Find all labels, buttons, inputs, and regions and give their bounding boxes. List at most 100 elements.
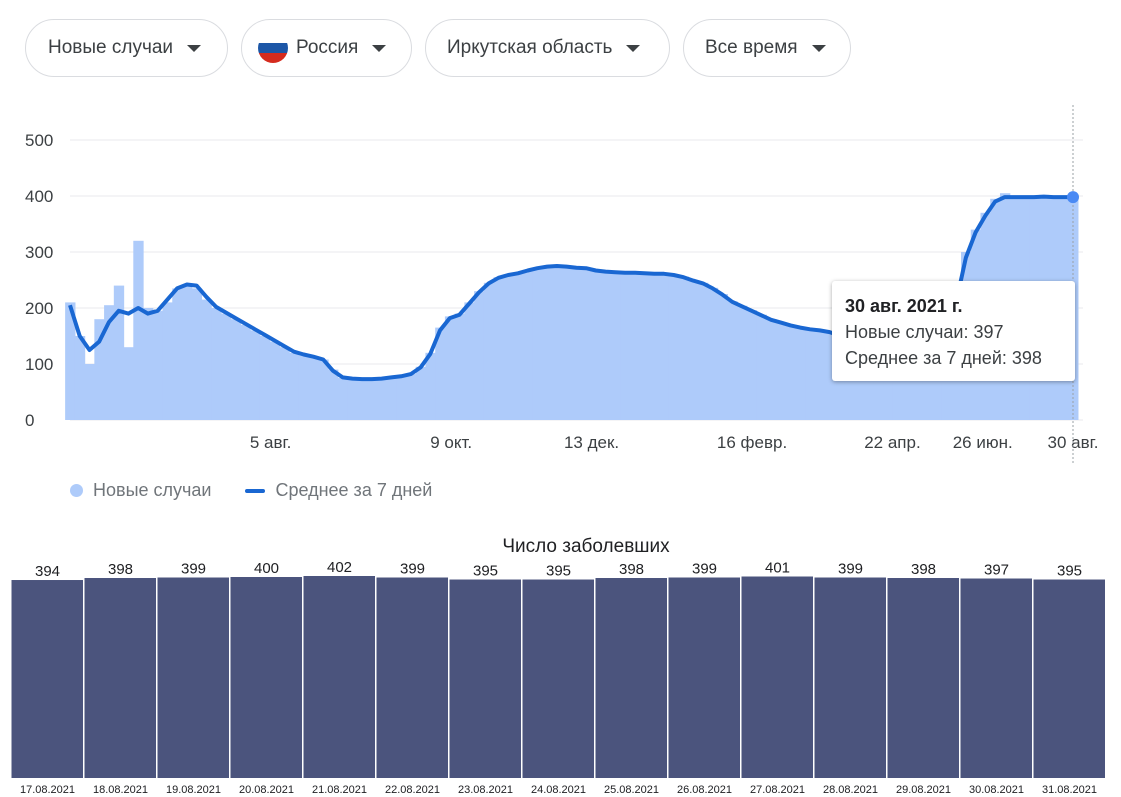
- day-bar: [960, 578, 1032, 778]
- cases-bar: [503, 274, 514, 420]
- legend-avg-line-icon: [245, 488, 266, 493]
- cases-bar: [571, 267, 582, 420]
- cases-bar: [454, 313, 465, 420]
- region-dropdown[interactable]: Иркутская область: [425, 19, 670, 77]
- country-dropdown[interactable]: Россия: [241, 19, 412, 77]
- y-tick-label: 500: [25, 131, 53, 150]
- cases-bar: [318, 359, 329, 420]
- bar-value-label: 398: [619, 561, 644, 578]
- metric-dropdown[interactable]: Новые случаи: [25, 19, 228, 77]
- period-dropdown-label: Все время: [705, 37, 798, 58]
- cases-bar: [892, 358, 904, 420]
- cases-bar: [328, 369, 339, 420]
- cases-bar: [668, 274, 680, 420]
- cases-bar: [337, 378, 349, 420]
- day-bar: [887, 578, 959, 778]
- cases-bar: [581, 267, 592, 420]
- cases-bar: [435, 327, 446, 420]
- cases-bar: [678, 276, 689, 420]
- cases-bar: [639, 272, 651, 420]
- bar-value-label: 395: [473, 563, 498, 580]
- cases-bar: [94, 319, 105, 420]
- bar-value-label: 399: [838, 561, 863, 578]
- cases-bar: [220, 313, 232, 420]
- cases-bar: [552, 265, 563, 420]
- cases-bar: [561, 266, 573, 420]
- cases-bar: [698, 282, 709, 420]
- day-bar: [11, 580, 83, 778]
- cases-bar: [65, 302, 76, 420]
- period-dropdown[interactable]: Все время: [683, 19, 851, 77]
- cases-bar: [211, 308, 222, 420]
- cases-bar: [181, 285, 193, 420]
- day-bar: [84, 578, 156, 778]
- cases-bar: [123, 347, 134, 420]
- cases-bar: [931, 364, 943, 420]
- bar-date-label: 24.08.2021: [531, 784, 586, 796]
- cases-bar: [542, 266, 553, 420]
- metric-dropdown-label: Новые случаи: [48, 37, 174, 58]
- country-dropdown-label: Россия: [296, 37, 359, 58]
- cases-bar: [941, 364, 952, 420]
- y-tick-label: 200: [25, 299, 53, 318]
- day-bar: [814, 577, 886, 778]
- cases-bar: [746, 310, 758, 420]
- chart-tooltip: 30 авг. 2021 г. Новые случаи: 397 Средне…: [832, 281, 1075, 381]
- x-tick-label: 26 июн.: [953, 433, 1013, 452]
- cases-bar: [902, 359, 913, 420]
- cases-bar: [405, 374, 417, 420]
- day-bar: [522, 579, 594, 778]
- cases-bar: [727, 301, 738, 420]
- russia-flag-icon: [258, 33, 288, 63]
- cases-bar: [883, 355, 894, 420]
- tooltip-average: Среднее за 7 дней: 398: [845, 348, 1042, 368]
- cases-bar: [590, 269, 602, 420]
- cases-bar: [113, 285, 125, 420]
- bar-value-label: 398: [108, 561, 133, 578]
- cases-bar: [250, 330, 261, 420]
- chevron-down-icon: [626, 44, 641, 52]
- cases-bar: [347, 379, 358, 420]
- day-bar: [303, 576, 375, 778]
- bar-date-label: 28.08.2021: [823, 784, 878, 796]
- legend-avg-label: Среднее за 7 дней: [275, 480, 433, 500]
- cases-bar: [756, 314, 767, 420]
- bar-date-label: 20.08.2021: [239, 784, 294, 796]
- cases-bar: [863, 350, 874, 420]
- bar-value-label: 402: [327, 559, 352, 576]
- x-tick-label: 9 окт.: [430, 433, 472, 452]
- cases-bar: [629, 272, 641, 420]
- cases-bar: [133, 240, 144, 420]
- bar-value-label: 399: [692, 561, 717, 578]
- cases-bar: [649, 273, 660, 420]
- bar-value-label: 397: [984, 562, 1009, 579]
- bar-date-label: 19.08.2021: [166, 784, 221, 796]
- cases-bar: [737, 305, 748, 420]
- cases-bar: [493, 277, 504, 420]
- chevron-down-icon: [372, 44, 387, 52]
- cases-bar: [483, 282, 495, 420]
- day-bar: [668, 577, 740, 778]
- x-tick-label: 22 апр.: [864, 433, 920, 452]
- daily-cases-bar-chart: Число заболевших 394 17.08.2021 398 18.08.20…: [11, 536, 1105, 796]
- cases-bar: [659, 273, 670, 420]
- cases-bar: [396, 376, 407, 420]
- y-tick-label: 0: [25, 411, 34, 430]
- bar-date-label: 17.08.2021: [20, 784, 75, 796]
- cases-bar: [376, 378, 388, 420]
- bar-value-label: 395: [1057, 563, 1082, 580]
- cases-bar: [162, 302, 173, 420]
- hover-point: [1067, 191, 1079, 204]
- cases-bar: [775, 322, 787, 420]
- bar-date-label: 26.08.2021: [677, 784, 732, 796]
- cases-bar: [191, 288, 203, 420]
- tooltip-cases: Новые случаи: 397: [845, 322, 1004, 342]
- day-bar: [376, 577, 448, 778]
- cases-bar: [415, 366, 427, 420]
- cases-bar: [513, 273, 524, 420]
- bar-date-label: 29.08.2021: [896, 784, 951, 796]
- bar-value-label: 398: [911, 561, 936, 578]
- cases-bar: [707, 287, 719, 420]
- cases-bar: [386, 377, 397, 420]
- cases-bar: [532, 267, 543, 420]
